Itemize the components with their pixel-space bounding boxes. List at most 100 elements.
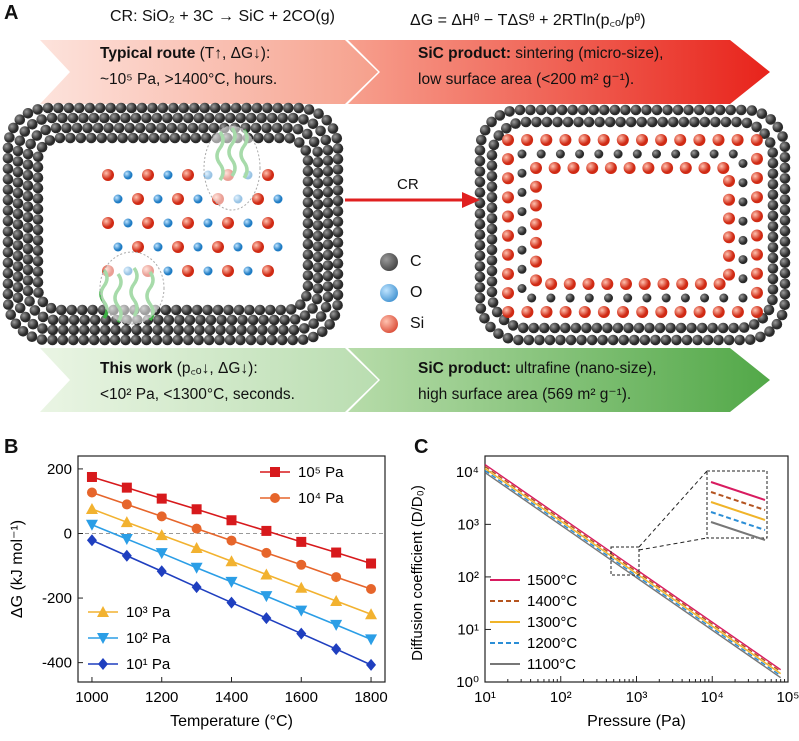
- carbon-atom: [216, 314, 227, 326]
- carbon-atom: [299, 323, 310, 334]
- legend-entry: 1400°C: [490, 593, 577, 610]
- sic-atom: [517, 187, 527, 197]
- carbon-atom: [308, 318, 320, 330]
- carbon-atom: [193, 334, 204, 346]
- top-left-title: Typical route: [100, 45, 196, 62]
- carbon-atom: [486, 255, 498, 266]
- carbon-atom: [779, 173, 791, 184]
- sic-atom: [620, 278, 632, 290]
- carbon-atom: [486, 171, 498, 182]
- carbon-atom: [312, 220, 324, 231]
- network-atom: [172, 193, 184, 205]
- network-atom: [132, 193, 144, 205]
- carbon-atom: [633, 322, 645, 334]
- carbon-atom: [63, 102, 75, 114]
- sic-atom: [731, 306, 744, 318]
- bottom-right-text: SiC product: ultrafine (nano-size), high…: [418, 356, 657, 408]
- data-point: [330, 619, 343, 631]
- carbon-atom: [256, 112, 268, 124]
- data-point: [260, 591, 273, 603]
- carbon-atom: [224, 334, 236, 346]
- carbon-atom: [312, 230, 324, 242]
- carbon-atom: [266, 112, 278, 124]
- sic-atom: [536, 149, 546, 159]
- carbon-atom: [312, 178, 324, 189]
- carbon-atom: [131, 324, 142, 336]
- carbon-atom: [127, 132, 139, 144]
- carbon-atom: [194, 324, 205, 336]
- carbon-atom: [322, 165, 334, 177]
- carbon-atom: [491, 306, 503, 318]
- carbon-atom: [332, 164, 344, 175]
- sic-atom: [632, 149, 642, 159]
- reaction-equation: CR: SiO₂ + 3C → SiC + 2CO(g): [110, 8, 335, 25]
- carbon-atom: [214, 334, 225, 346]
- carbon-atom: [58, 314, 69, 326]
- carbon-atom: [12, 219, 24, 230]
- carbon-atom: [172, 334, 184, 346]
- network-atom: [273, 242, 283, 252]
- carbon-atom: [544, 334, 556, 346]
- carbon-atom: [187, 122, 199, 134]
- top-left-text: Typical route (T↑, ΔG↓): ~10⁵ Pa, >1400°…: [100, 41, 277, 93]
- sic-atom: [719, 293, 729, 303]
- carbon-atom: [181, 304, 193, 316]
- network-atom: [262, 265, 274, 277]
- carbon-atom: [99, 334, 110, 346]
- sic-atom: [555, 149, 565, 159]
- bottom-left-title: This work: [100, 360, 173, 377]
- carbon-atom: [61, 122, 72, 134]
- carbon-atom: [678, 116, 690, 128]
- carbon-atom: [474, 271, 486, 283]
- carbon-atom: [12, 177, 24, 188]
- network-atom: [123, 170, 133, 180]
- carbon-atom: [777, 131, 788, 142]
- carbon-atom: [265, 304, 276, 316]
- carbon-atom: [556, 104, 568, 116]
- carbon-atom: [599, 104, 610, 116]
- y-tick-label: 10³: [457, 516, 479, 533]
- carbon-atom: [331, 133, 343, 144]
- data-point: [225, 576, 238, 588]
- carbon-atom: [183, 334, 194, 346]
- carbon-atom: [528, 322, 540, 334]
- sic-atom: [693, 306, 706, 318]
- carbon-atom: [486, 276, 498, 287]
- carbon-atom: [731, 116, 742, 128]
- carbon-atom: [283, 102, 294, 114]
- sic-atom: [517, 207, 527, 217]
- network-atom: [153, 194, 163, 204]
- carbon-atom: [671, 334, 682, 346]
- carbon-atom: [612, 322, 624, 334]
- carbon-atom: [22, 254, 34, 265]
- carbon-atom: [779, 289, 791, 300]
- data-point: [295, 581, 308, 593]
- carbon-atom: [2, 153, 14, 164]
- sic-atom: [548, 162, 561, 174]
- carbon-atom: [518, 322, 529, 334]
- carbon-atom: [779, 194, 791, 205]
- carbon-atom: [767, 200, 779, 211]
- carbon-atom: [134, 122, 146, 134]
- carbon-atom: [332, 237, 344, 248]
- carbon-atom: [474, 208, 486, 219]
- sic-atom: [751, 152, 763, 165]
- data-point: [331, 547, 342, 558]
- carbon-atom: [71, 122, 83, 134]
- carbon-atom: [258, 314, 270, 326]
- carbon-atom: [275, 304, 287, 316]
- cr-arrow-label: CR: [397, 176, 419, 193]
- carbon-atom: [40, 124, 51, 136]
- sic-atom: [502, 134, 514, 146]
- carbon-atom: [160, 304, 172, 316]
- carbon-atom: [302, 155, 314, 166]
- carbon-atom: [302, 249, 314, 260]
- carbon-atom: [312, 146, 324, 158]
- sic-atom: [578, 306, 591, 318]
- carbon-atom: [327, 123, 339, 134]
- carbon-atom: [130, 334, 142, 346]
- carbon-atom: [262, 102, 273, 114]
- series-0: [86, 471, 377, 569]
- carbon-atom: [312, 167, 324, 179]
- carbon-atom: [302, 176, 314, 187]
